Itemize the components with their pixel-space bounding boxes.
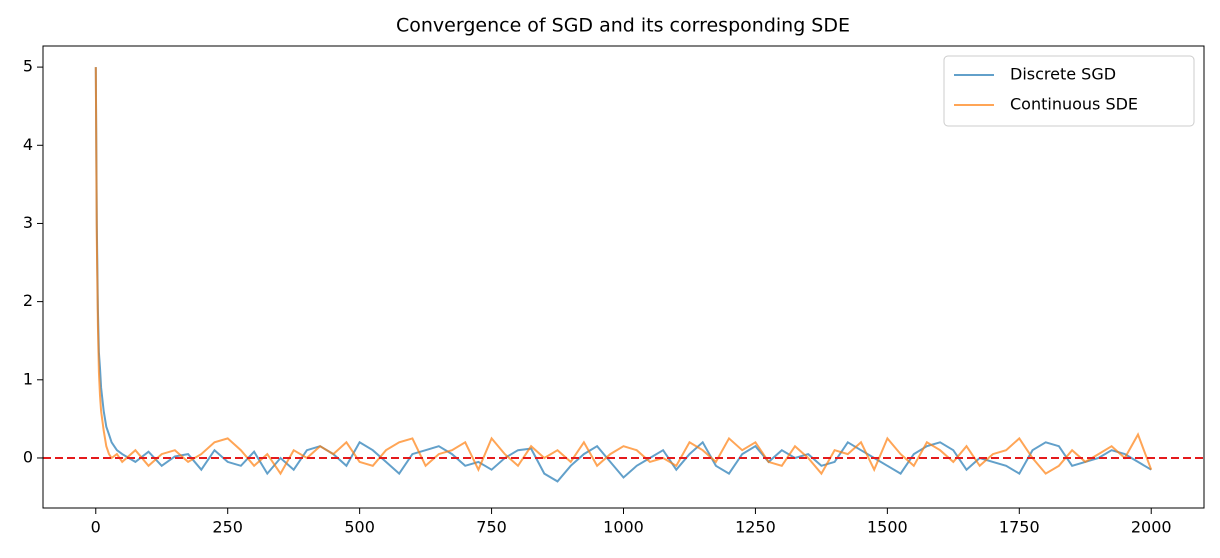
legend-box — [943, 55, 1195, 127]
x-tick-label: 500 — [344, 518, 375, 537]
y-tick-label: 3 — [23, 213, 33, 232]
chart-title: Convergence of SGD and its corresponding… — [396, 15, 850, 37]
x-tick-label: 0 — [91, 518, 101, 537]
plot-frame — [42, 45, 1205, 509]
x-tick-label: 1500 — [867, 518, 908, 537]
line-series — [94, 67, 1152, 483]
legend-label: Continuous SDE — [1010, 95, 1138, 114]
y-tick-label: 2 — [23, 291, 33, 310]
y-tick-label: 4 — [23, 135, 33, 154]
x-tick-label: 250 — [212, 518, 243, 537]
x-tick-label: 2000 — [1131, 518, 1172, 537]
y-tick-label: 5 — [23, 57, 33, 76]
x-tick-label: 1750 — [999, 518, 1040, 537]
y-tick-label: 1 — [23, 369, 33, 388]
line-series — [94, 67, 1153, 476]
x-tick-label: 1000 — [603, 518, 644, 537]
x-tick-label: 1250 — [735, 518, 776, 537]
legend-label: Discrete SGD — [1010, 65, 1116, 84]
x-tick-label: 750 — [476, 518, 507, 537]
y-tick-label: 0 — [23, 447, 33, 466]
